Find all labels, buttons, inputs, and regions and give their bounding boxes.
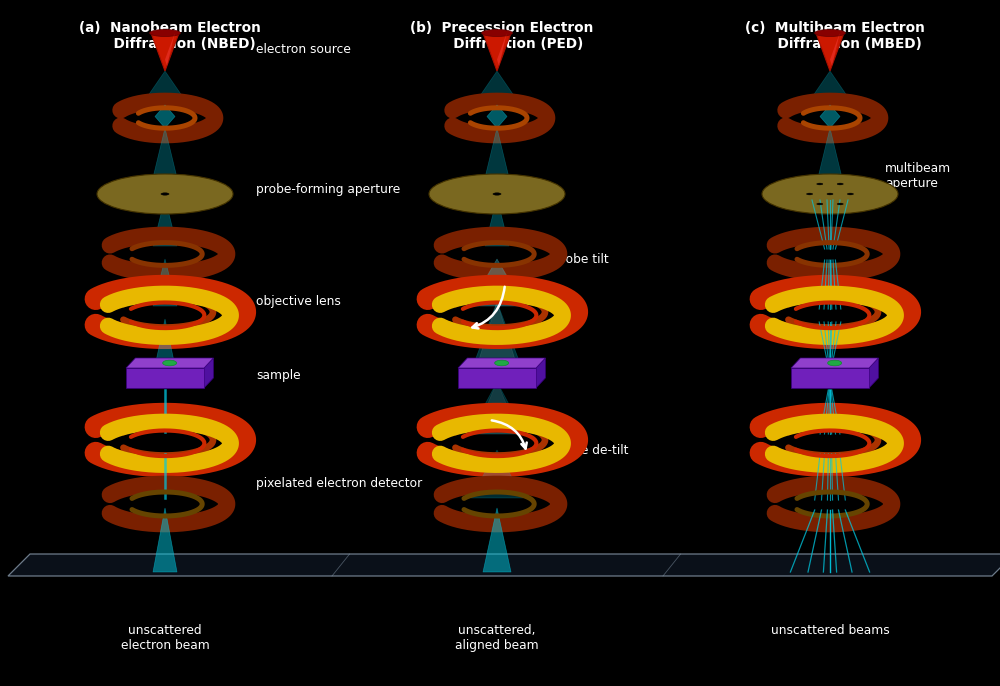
Text: electron source: electron source	[256, 43, 351, 56]
Polygon shape	[475, 382, 519, 434]
Text: unscattered
electron beam: unscattered electron beam	[121, 624, 209, 652]
Text: multibeam
aperture: multibeam aperture	[885, 162, 951, 190]
Polygon shape	[816, 33, 844, 71]
Polygon shape	[155, 105, 175, 128]
Text: probe de-tilt: probe de-tilt	[553, 444, 628, 456]
Polygon shape	[820, 105, 840, 128]
Polygon shape	[483, 128, 511, 186]
Ellipse shape	[161, 193, 169, 196]
Polygon shape	[473, 302, 521, 366]
Text: (c)  Multibeam Electron
      Diffraction (MBED): (c) Multibeam Electron Diffraction (MBED…	[745, 21, 925, 51]
Text: probe tilt: probe tilt	[553, 252, 609, 265]
Ellipse shape	[817, 203, 823, 205]
Polygon shape	[469, 382, 525, 434]
Polygon shape	[483, 508, 511, 572]
Text: sample: sample	[256, 368, 301, 381]
Text: (a)  Nanobeam Electron
      Diffraction (NBED): (a) Nanobeam Electron Diffraction (NBED)	[79, 21, 261, 51]
Polygon shape	[204, 358, 213, 388]
Polygon shape	[151, 128, 179, 186]
Bar	[791, 368, 869, 388]
Polygon shape	[153, 508, 177, 572]
Ellipse shape	[482, 29, 512, 36]
Polygon shape	[143, 71, 187, 103]
Polygon shape	[458, 358, 545, 368]
Polygon shape	[153, 259, 177, 306]
Ellipse shape	[827, 193, 833, 195]
Ellipse shape	[429, 174, 565, 214]
Polygon shape	[155, 319, 175, 366]
Polygon shape	[165, 33, 175, 66]
Polygon shape	[487, 105, 507, 128]
Ellipse shape	[97, 174, 233, 214]
Text: pixelated electron detector: pixelated electron detector	[256, 477, 422, 490]
Polygon shape	[151, 33, 179, 71]
Text: unscattered beams: unscattered beams	[771, 624, 889, 637]
Ellipse shape	[493, 193, 501, 196]
Bar	[458, 368, 536, 388]
Polygon shape	[808, 71, 852, 103]
Polygon shape	[483, 33, 511, 71]
Polygon shape	[469, 259, 525, 306]
Polygon shape	[485, 198, 509, 246]
Polygon shape	[153, 198, 177, 246]
Ellipse shape	[150, 29, 180, 36]
Ellipse shape	[828, 360, 842, 366]
Ellipse shape	[807, 193, 813, 195]
Ellipse shape	[837, 183, 843, 185]
Ellipse shape	[815, 29, 845, 36]
Polygon shape	[477, 302, 517, 366]
Text: probe-forming aperture: probe-forming aperture	[256, 182, 400, 196]
Ellipse shape	[163, 360, 177, 366]
Polygon shape	[830, 33, 840, 66]
Polygon shape	[816, 128, 844, 186]
Text: (b)  Precession Electron
       Diffraction (PED): (b) Precession Electron Diffraction (PED…	[410, 21, 594, 51]
Polygon shape	[8, 554, 1000, 576]
Ellipse shape	[847, 193, 853, 195]
Ellipse shape	[762, 174, 898, 214]
Polygon shape	[497, 33, 507, 66]
Ellipse shape	[837, 203, 843, 205]
Polygon shape	[791, 358, 878, 368]
Polygon shape	[471, 450, 523, 498]
Polygon shape	[471, 259, 523, 306]
Text: unscattered,
aligned beam: unscattered, aligned beam	[455, 624, 539, 652]
Polygon shape	[126, 358, 213, 368]
Text: objective lens: objective lens	[256, 296, 341, 309]
Bar	[126, 368, 204, 388]
Polygon shape	[475, 71, 519, 103]
Ellipse shape	[495, 360, 509, 366]
Polygon shape	[869, 358, 878, 388]
Polygon shape	[536, 358, 545, 388]
Ellipse shape	[817, 183, 823, 185]
